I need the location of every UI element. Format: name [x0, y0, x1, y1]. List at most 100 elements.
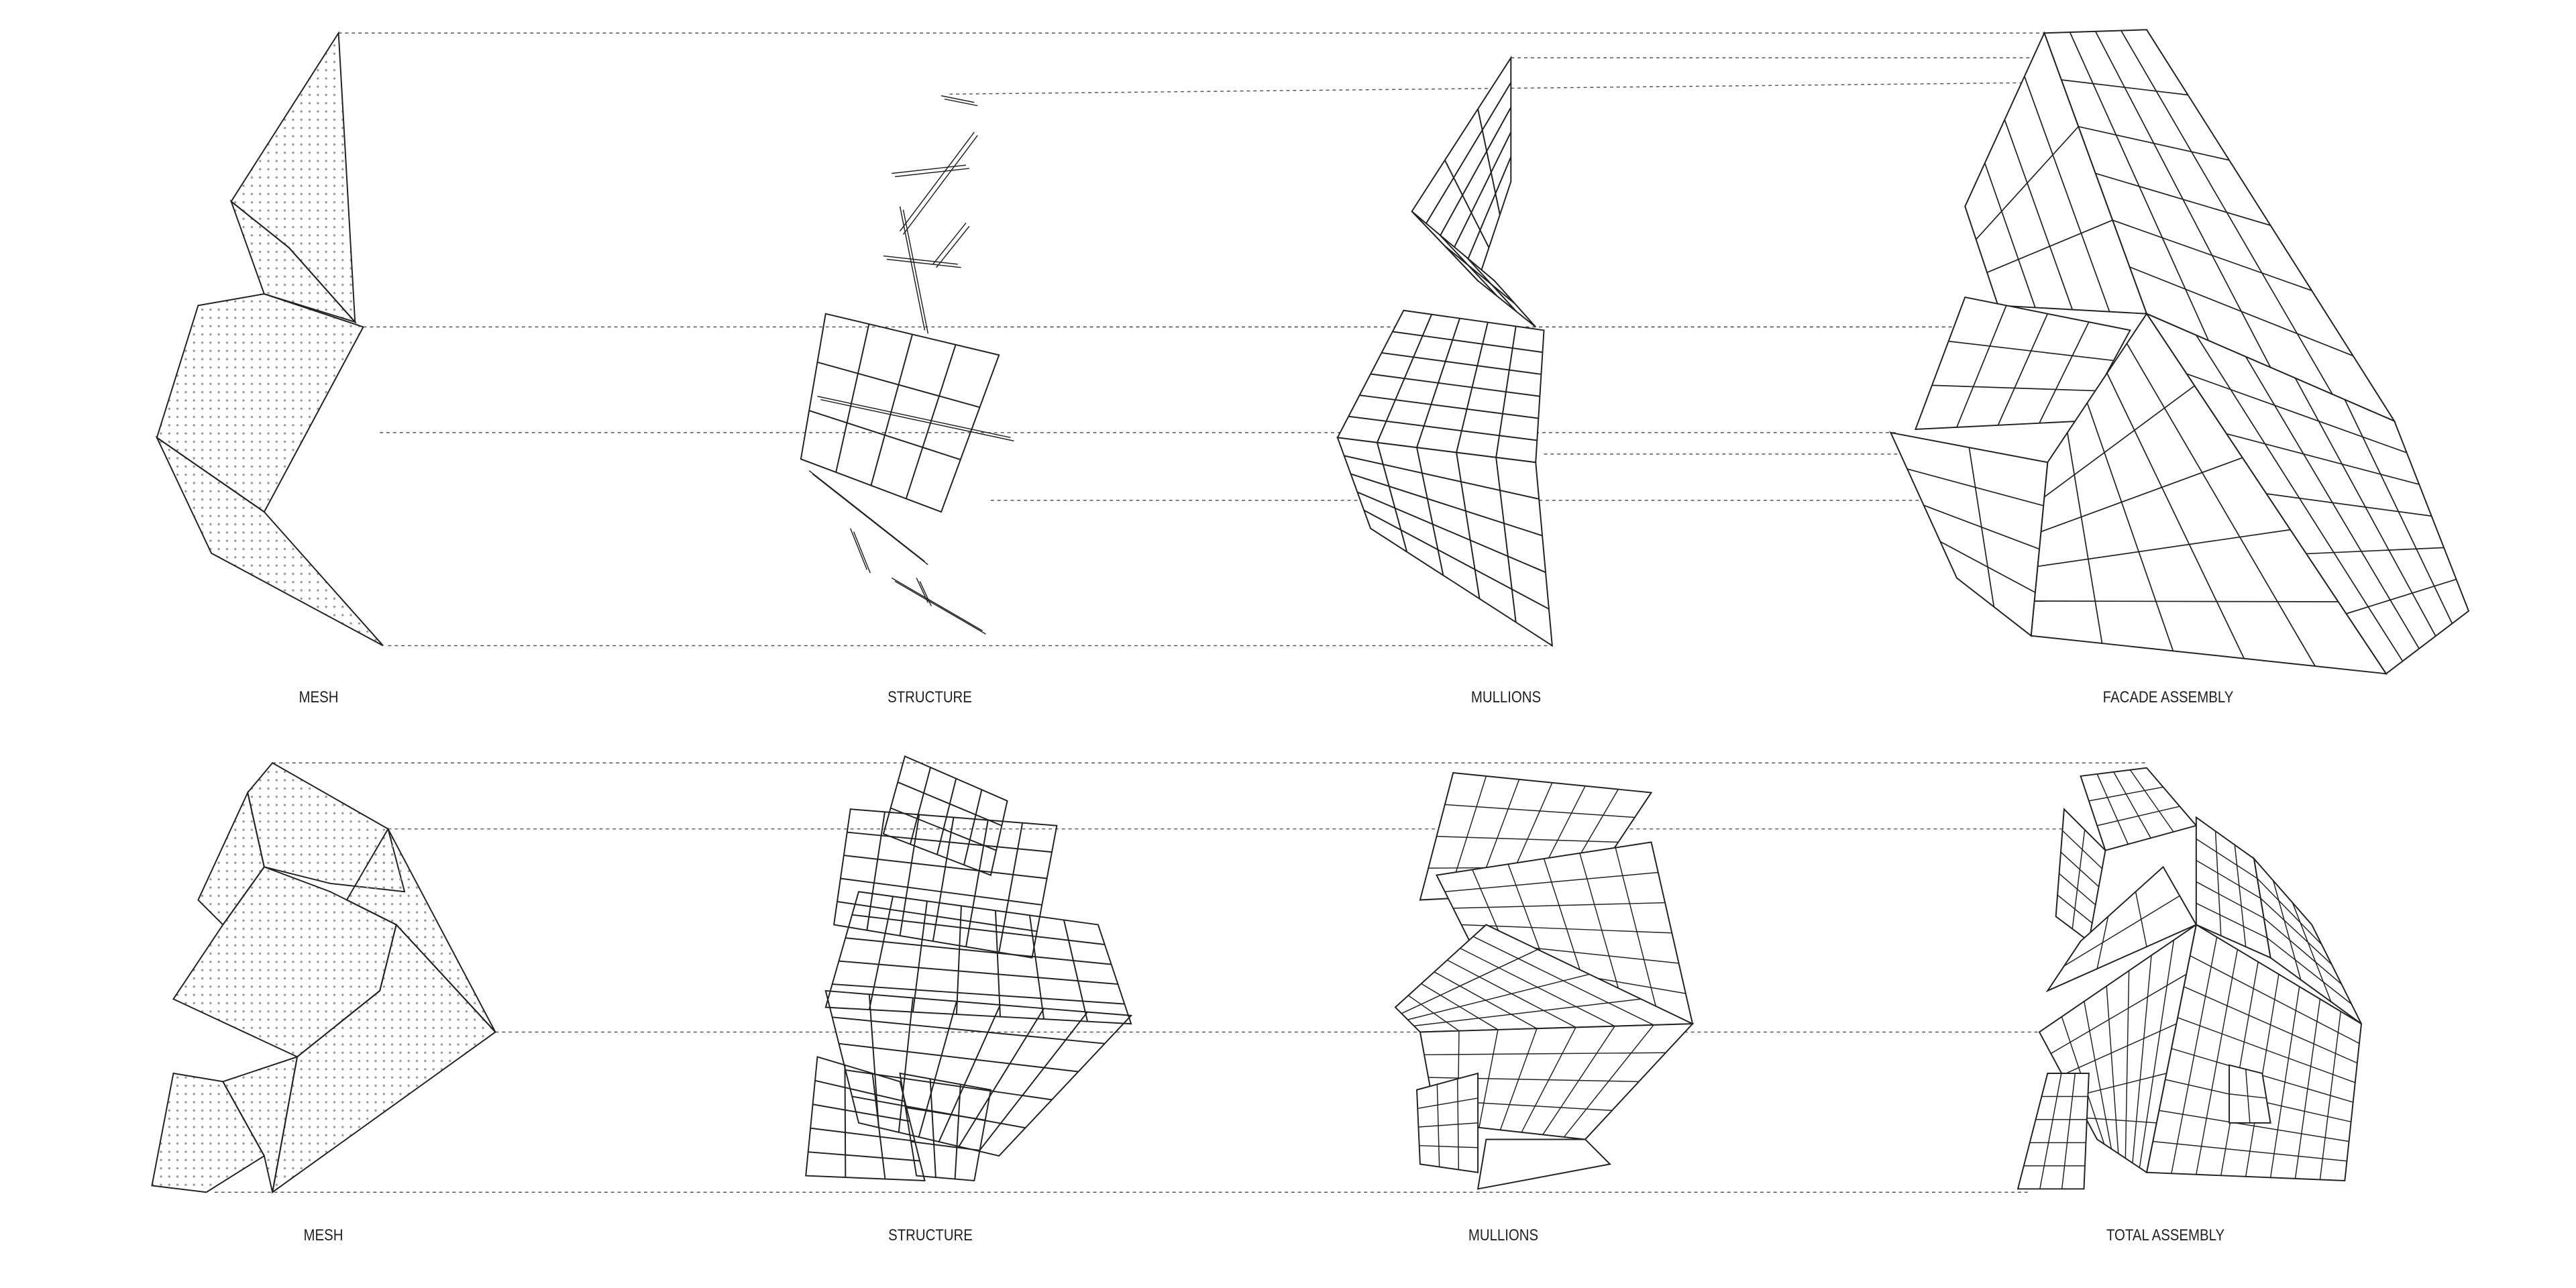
mullion-line [1416, 447, 1444, 576]
facade-panel [2038, 923, 2198, 1174]
top-facade-assembly-drawing [1888, 29, 2470, 675]
bottom-mullions-drawing [1394, 771, 1695, 1190]
mullion-line [2063, 895, 2180, 967]
transom-line [2226, 433, 2420, 485]
transom-line [2106, 985, 2119, 1154]
transom-line [843, 855, 1047, 879]
transom-line [845, 937, 1112, 965]
label-top-structure: STRUCTURE [888, 688, 972, 706]
structure-member [932, 222, 967, 265]
label-bottom-structure: STRUCTURE [888, 1226, 973, 1244]
transom-line [1438, 107, 1512, 239]
mullion-line [2043, 385, 2195, 498]
transom-line [847, 831, 1053, 853]
transom-line [1370, 373, 1540, 397]
label-bottom-total-assembly: TOTAL ASSEMBLY [2106, 1226, 2225, 1244]
mullion-line [994, 910, 1001, 1017]
structure-member [886, 258, 961, 268]
mullion-line [1997, 313, 2049, 426]
transom-line [808, 1151, 920, 1162]
mullion-line [958, 1008, 1044, 1147]
transom-line [2004, 119, 2074, 310]
mullion-line [835, 323, 870, 473]
mullion-line [954, 1084, 961, 1179]
transom-line [1444, 871, 1658, 892]
mullion-line [2039, 1073, 2062, 1189]
mullion-line [2234, 845, 2247, 947]
transom-line [2125, 971, 2130, 1159]
mullion-panel [1411, 55, 1512, 282]
facade-panel [2045, 865, 2198, 993]
mullion-line [978, 1011, 1088, 1152]
mullion-line [2292, 902, 2332, 1002]
mullion-line [1063, 920, 1089, 1022]
mullion-line [912, 901, 928, 1012]
mesh-facet [1477, 1138, 1612, 1190]
facade-panel [2229, 1064, 2271, 1124]
transom-line [1417, 1097, 1479, 1110]
transom-line [2266, 493, 2432, 517]
transom-line [2061, 830, 2103, 869]
transom-line [2126, 343, 2316, 667]
label-top-facade-assembly: FACADE ASSEMBLY [2102, 688, 2234, 706]
transom-line [1350, 473, 1543, 537]
mullion-line [2041, 457, 2243, 533]
top-mesh-drawing [155, 31, 384, 647]
transom-line [1444, 804, 1635, 818]
structure-frame [833, 808, 1058, 959]
mullion-line [1028, 915, 1045, 1020]
transom-line [1401, 949, 1538, 1014]
mullion-line [1456, 452, 1481, 599]
structure-member [916, 578, 929, 603]
transom-line [2196, 902, 2268, 938]
mullion-line [929, 1079, 936, 1178]
transom-line [2106, 372, 2245, 659]
dashed-guide-lines [215, 32, 2147, 1193]
transom-line [2229, 1093, 2267, 1099]
structure-member [894, 580, 986, 635]
transom-line [810, 1127, 915, 1142]
transom-line [1438, 233, 1498, 297]
structure-member [902, 209, 929, 334]
structure-member [808, 470, 925, 562]
transom-line [1453, 902, 1666, 909]
transom-line [1948, 340, 2114, 362]
label-bottom-mullions: MULLIONS [1468, 1226, 1539, 1244]
mullion-line [905, 344, 957, 499]
mesh-facet [151, 1072, 266, 1193]
transom-line [2306, 547, 2445, 555]
mullion-panel [1415, 1072, 1479, 1173]
transom-line [1419, 1144, 1479, 1148]
label-top-mesh: MESH [299, 688, 339, 706]
label-top-mullions: MULLIONS [1470, 688, 1542, 706]
transom-line [2159, 1110, 2349, 1142]
transom-line [2088, 786, 2163, 802]
transom-line [2263, 918, 2342, 985]
top-mullions-drawing [1336, 55, 1554, 647]
transom-line [890, 807, 997, 851]
transom-line [1348, 415, 1538, 441]
facade-panel [2017, 1073, 2090, 1190]
mullion-line [2037, 529, 2291, 568]
transom-line [1450, 131, 1512, 254]
transom-line [1381, 352, 1542, 375]
mullion-line [998, 822, 1024, 953]
mullion-line [938, 1004, 1001, 1142]
transom-line [2129, 266, 2354, 357]
mullion-line [899, 814, 920, 936]
bottom-total-assembly-drawing [2017, 767, 2363, 1190]
mullion-line [2273, 880, 2302, 980]
mullion-line [1477, 109, 1501, 215]
structure-frame [824, 891, 1132, 1025]
structure-member [853, 531, 871, 574]
transom-line [1418, 1122, 1479, 1128]
transom-line [839, 960, 1118, 985]
transom-line [2061, 79, 2188, 96]
mesh-facet [155, 435, 384, 647]
transom-line [839, 1042, 1079, 1073]
mesh-facet [229, 199, 358, 323]
transom-line [2196, 859, 2261, 899]
structure-frame [800, 313, 1000, 513]
mullion-panel [1336, 309, 1545, 464]
